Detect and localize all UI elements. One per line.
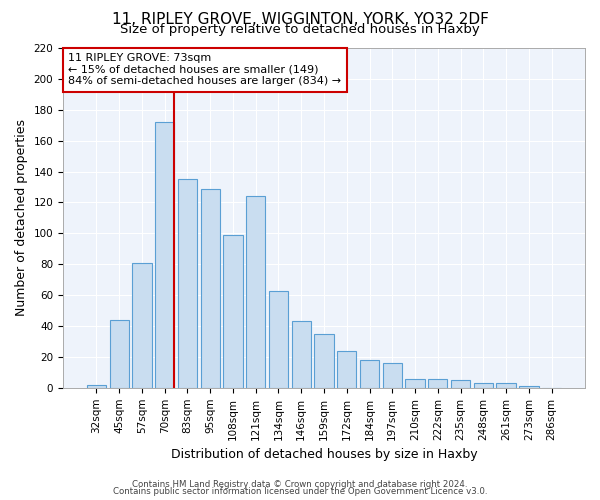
Bar [428,378,448,388]
Text: Size of property relative to detached houses in Haxby: Size of property relative to detached ho… [120,22,480,36]
Bar [314,334,334,388]
Bar [496,383,516,388]
Bar [246,196,265,388]
Bar [132,262,152,388]
Text: 11, RIPLEY GROVE, WIGGINTON, YORK, YO32 2DF: 11, RIPLEY GROVE, WIGGINTON, YORK, YO32 … [112,12,488,28]
X-axis label: Distribution of detached houses by size in Haxby: Distribution of detached houses by size … [171,448,478,461]
Text: 11 RIPLEY GROVE: 73sqm
← 15% of detached houses are smaller (149)
84% of semi-de: 11 RIPLEY GROVE: 73sqm ← 15% of detached… [68,53,341,86]
Text: Contains public sector information licensed under the Open Government Licence v3: Contains public sector information licen… [113,487,487,496]
Bar [519,386,539,388]
Bar [155,122,175,388]
Bar [337,350,356,388]
Bar [360,360,379,388]
Bar [292,322,311,388]
Bar [451,380,470,388]
Bar [200,188,220,388]
Bar [110,320,129,388]
Y-axis label: Number of detached properties: Number of detached properties [15,120,28,316]
Bar [87,384,106,388]
Text: Contains HM Land Registry data © Crown copyright and database right 2024.: Contains HM Land Registry data © Crown c… [132,480,468,489]
Bar [473,383,493,388]
Bar [178,180,197,388]
Bar [383,363,402,388]
Bar [406,378,425,388]
Bar [223,235,242,388]
Bar [269,290,288,388]
